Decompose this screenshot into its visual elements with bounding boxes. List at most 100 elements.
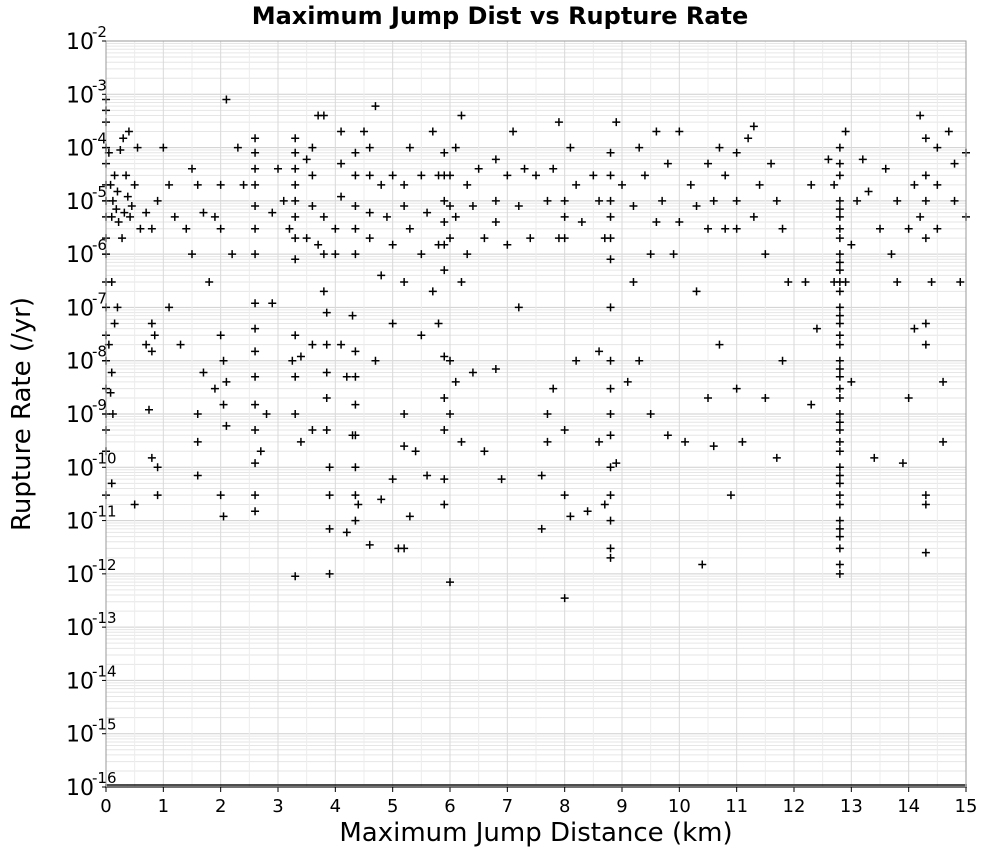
data-point	[738, 437, 747, 446]
data-point	[560, 234, 569, 243]
data-point	[388, 171, 397, 180]
data-point	[497, 475, 506, 484]
data-point	[881, 164, 890, 173]
data-point	[233, 143, 242, 152]
data-point	[652, 218, 661, 227]
data-point	[360, 127, 368, 136]
data-point	[216, 224, 225, 233]
x-tick-label: 0	[100, 796, 111, 817]
data-point	[176, 340, 185, 349]
data-point	[219, 356, 228, 365]
y-tick-label: 10	[66, 563, 94, 588]
data-point	[314, 240, 323, 249]
data-point	[824, 155, 833, 164]
data-point	[463, 250, 472, 259]
data-point	[572, 180, 581, 189]
y-tick-label: 10	[66, 403, 94, 428]
data-point	[933, 180, 942, 189]
data-point	[291, 212, 300, 221]
data-point	[721, 171, 730, 180]
data-point	[939, 377, 948, 386]
data-point	[921, 319, 930, 328]
data-point	[124, 127, 133, 136]
data-point	[457, 278, 466, 287]
data-point	[835, 331, 844, 340]
data-point	[291, 255, 300, 264]
data-point	[732, 224, 741, 233]
data-point	[342, 528, 351, 537]
data-point	[153, 196, 162, 205]
data-point	[675, 218, 684, 227]
data-point	[112, 205, 121, 214]
data-point	[351, 516, 360, 525]
data-point	[520, 164, 529, 173]
data-point	[365, 171, 374, 180]
x-tick-label: 9	[616, 796, 627, 817]
data-point	[108, 410, 117, 418]
data-point	[853, 196, 862, 205]
data-point	[106, 388, 115, 397]
data-point	[835, 544, 844, 553]
data-point	[835, 491, 844, 500]
data-point	[835, 340, 844, 349]
data-point	[910, 324, 919, 333]
data-point	[159, 143, 168, 152]
data-point	[618, 180, 626, 189]
data-point	[629, 278, 638, 287]
data-point	[606, 148, 615, 157]
data-point	[887, 250, 896, 259]
data-point	[251, 202, 260, 211]
data-point	[251, 134, 260, 143]
data-point	[732, 196, 741, 205]
data-point	[841, 278, 850, 287]
data-point	[219, 512, 228, 521]
data-point	[939, 437, 948, 446]
y-tick-exponent: -8	[92, 343, 107, 361]
data-point	[319, 111, 328, 120]
y-axis-ticks: 10-210-310-410-510-610-710-810-910-1010-…	[66, 23, 117, 801]
data-point	[262, 410, 271, 418]
data-point	[835, 143, 844, 152]
data-point	[767, 159, 776, 168]
data-point	[118, 234, 127, 243]
data-point	[120, 208, 129, 217]
data-point	[755, 180, 764, 189]
data-point	[537, 524, 546, 533]
data-point	[400, 544, 409, 553]
data-point	[652, 127, 661, 136]
data-point	[549, 164, 558, 173]
data-point	[451, 212, 460, 221]
data-point	[319, 212, 328, 221]
data-point	[219, 400, 228, 409]
data-point	[612, 459, 621, 468]
data-point	[606, 255, 615, 264]
data-point	[921, 171, 930, 180]
data-point	[835, 524, 844, 533]
data-point	[606, 384, 615, 393]
x-axis-ticks: 0 1 2 3 4 5 6 7 8 9 10 11 12 13 14 15	[100, 787, 977, 817]
data-point	[296, 437, 305, 446]
data-point	[663, 431, 672, 440]
data-point	[388, 319, 397, 328]
data-point	[251, 491, 260, 500]
data-point	[296, 352, 305, 361]
data-point	[153, 463, 162, 472]
data-point	[377, 495, 386, 504]
x-axis-label: Maximum Jump Distance (km)	[339, 818, 732, 848]
data-point	[331, 250, 340, 259]
y-tick-exponent: -4	[92, 130, 107, 148]
data-point	[835, 205, 844, 214]
y-tick-label: 10	[66, 83, 94, 108]
y-tick-label: 10	[66, 350, 94, 375]
data-point	[835, 258, 844, 267]
data-point	[744, 134, 753, 143]
data-point	[119, 134, 128, 143]
y-tick-exponent: -6	[92, 236, 107, 254]
data-point	[331, 224, 340, 233]
data-point	[342, 372, 351, 381]
data-point	[107, 479, 116, 488]
data-point	[291, 164, 300, 173]
data-point	[761, 393, 770, 402]
data-point	[400, 442, 409, 451]
